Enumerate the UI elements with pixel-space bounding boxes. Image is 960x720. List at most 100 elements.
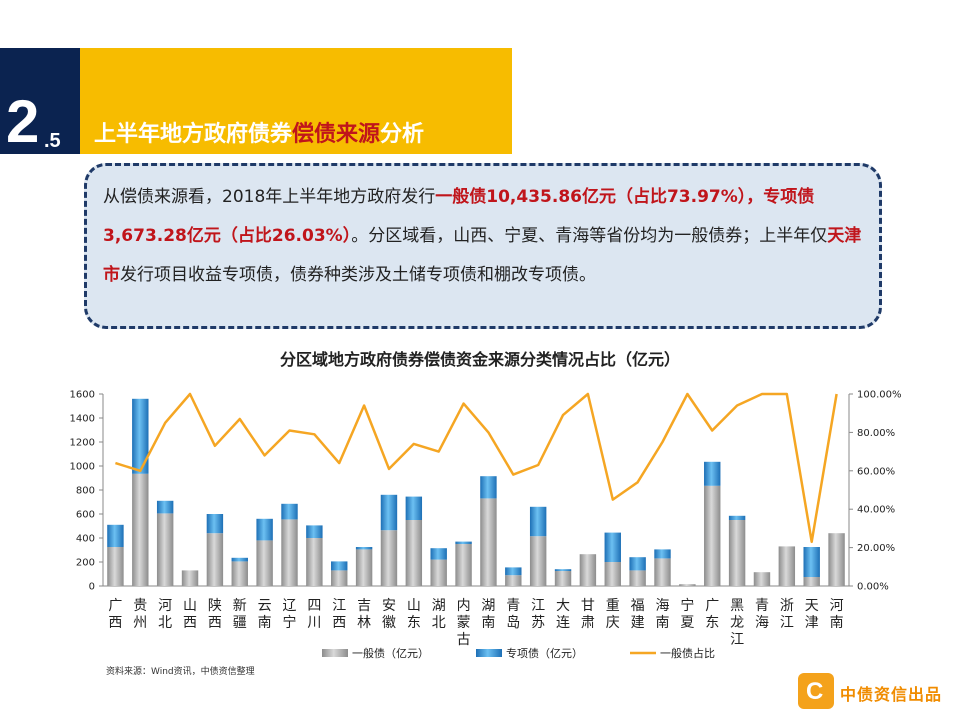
brand-logo-text: 中债资信出品 <box>840 685 943 704</box>
bar-special-debt <box>306 525 323 538</box>
line-general-ratio <box>115 392 838 544</box>
x-category-label: 宁 <box>283 614 297 631</box>
bar-special-debt <box>455 541 472 544</box>
bar-special-debt <box>480 476 497 499</box>
x-category-label: 黑 <box>730 598 744 614</box>
x-category-label: 江 <box>332 598 346 614</box>
x-category-label: 重 <box>606 598 620 614</box>
bar-general-debt <box>654 558 671 586</box>
x-category-label: 福 <box>631 598 645 614</box>
x-category-label: 海 <box>755 615 769 631</box>
bar-special-debt <box>728 515 746 520</box>
y-left-tick-label: 1000 <box>70 462 95 473</box>
bar-general-debt <box>256 540 273 586</box>
x-category-label: 辽 <box>283 598 297 614</box>
x-category-label: 庆 <box>606 615 620 631</box>
bar-general-debt <box>430 559 447 586</box>
x-category-label: 龙 <box>730 615 744 631</box>
y-right-tick-label: 40.00% <box>857 505 895 516</box>
x-category-label: 北 <box>158 615 172 631</box>
y-left-tick-label: 0 <box>89 582 95 593</box>
brand-logo-icon <box>798 673 834 709</box>
x-category-label: 云 <box>258 598 272 614</box>
bar-general-debt <box>529 536 547 586</box>
bar-general-debt <box>704 485 721 586</box>
bar-special-debt <box>355 547 373 550</box>
bar-general-debt <box>629 570 646 586</box>
x-category-label: 西 <box>332 615 346 631</box>
x-category-label: 新 <box>233 598 247 614</box>
x-category-label: 连 <box>556 615 570 631</box>
x-category-label: 山 <box>183 598 197 614</box>
bar-special-debt <box>505 567 522 576</box>
bar-general-debt <box>181 570 199 586</box>
y-left-tick-label: 1200 <box>70 438 95 449</box>
x-category-label: 宁 <box>680 597 694 614</box>
x-category-label: 海 <box>656 598 670 614</box>
bar-general-debt <box>380 530 398 586</box>
bar-general-debt <box>803 577 820 586</box>
x-category-label: 西 <box>108 615 122 631</box>
x-category-label: 湖 <box>481 598 495 614</box>
combo-chart: 0 200 400 600 800 1000 1200 1400 1600 0.00% 20.00%… <box>70 390 902 661</box>
y-right-tick-label: 60.00% <box>857 466 895 477</box>
x-category-label: 徽 <box>382 615 396 631</box>
section-title-part1: 上半年地方政府债券 <box>94 122 293 147</box>
x-category-label: 疆 <box>233 615 247 631</box>
y-right-tick-label: 80.00% <box>857 428 895 439</box>
summary-text-2: 。分区域看，山西、宁夏、青海等省份均为一般债券；上半年仅 <box>351 226 828 246</box>
bar-special-debt <box>380 494 398 531</box>
bar-general-debt <box>355 549 373 586</box>
bar-special-debt <box>281 503 298 520</box>
summary-box: 从偿债来源看，2018年上半年地方政府发行一般债10,435.86亿元（占比73… <box>84 163 882 329</box>
bar-general-debt <box>231 561 248 586</box>
bar-general-debt <box>107 547 124 586</box>
bar-general-debt <box>505 575 522 586</box>
bar-general-debt <box>455 544 472 586</box>
bar-special-debt <box>430 548 447 560</box>
bar-special-debt <box>604 532 621 562</box>
y-left-tick-label: 600 <box>76 510 95 521</box>
section-title-part3: 分析 <box>380 122 425 147</box>
x-category-label: 吉 <box>357 598 371 614</box>
x-category-label: 江 <box>730 632 744 648</box>
x-category-label: 西 <box>208 615 222 631</box>
summary-highlight-tianjin: 天津市 <box>103 226 862 285</box>
y-left-tick-label: 400 <box>76 534 95 545</box>
bar-special-debt <box>231 557 248 562</box>
x-category-label: 西 <box>183 615 197 631</box>
legend-swatch-general <box>322 649 348 657</box>
x-category-label: 川 <box>307 615 321 631</box>
section-number-block: 2 .5 <box>0 48 80 154</box>
x-category-label: 青 <box>755 598 769 614</box>
x-category-label: 江 <box>531 598 545 614</box>
bar-general-debt <box>405 520 423 586</box>
section-number: 2 <box>6 88 39 154</box>
bar-special-debt <box>654 549 671 559</box>
x-category-label: 甘 <box>581 598 595 614</box>
x-category-label: 蒙 <box>457 615 471 631</box>
bar-general-debt <box>206 533 224 586</box>
legend-label-ratio: 一般债占比 <box>660 646 715 660</box>
x-category-label: 大 <box>556 598 570 614</box>
bar-general-debt <box>753 572 771 586</box>
section-title: 上半年地方政府债券偿债来源分析 <box>94 116 424 148</box>
bar-special-debt <box>554 569 572 571</box>
y-right-tick-label: 100.00% <box>857 390 902 401</box>
bar-general-debt <box>828 533 845 586</box>
bar-special-debt <box>629 557 646 571</box>
brand-logo-glyph: C <box>806 678 824 705</box>
bar-general-debt <box>778 546 796 586</box>
y-left-tick-label: 1400 <box>70 414 95 425</box>
x-category-label: 南 <box>830 615 844 631</box>
x-category-label: 南 <box>656 615 670 631</box>
y-right-tick-label: 20.00% <box>857 543 895 554</box>
y-left-tick-label: 1600 <box>70 390 95 401</box>
x-category-label: 内 <box>457 598 471 614</box>
bar-special-debt <box>132 398 149 474</box>
bar-general-debt <box>281 519 298 586</box>
chart-title: 分区域地方政府债券偿债资金来源分类情况占比（亿元） <box>279 350 680 369</box>
x-category-label: 河 <box>158 598 172 614</box>
x-category-label: 肃 <box>581 615 595 631</box>
bar-special-debt <box>331 561 348 571</box>
